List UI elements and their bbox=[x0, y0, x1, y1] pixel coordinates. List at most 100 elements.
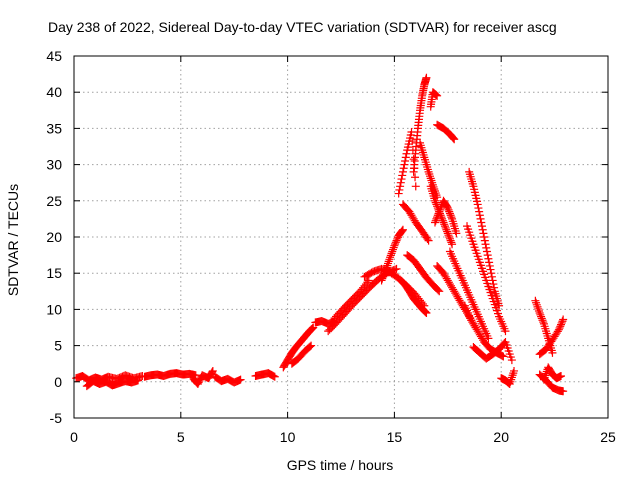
data-point bbox=[427, 176, 436, 185]
data-point bbox=[208, 366, 217, 375]
data-point bbox=[269, 372, 278, 381]
data-point bbox=[426, 172, 434, 181]
y-tick-label: -5 bbox=[50, 410, 63, 426]
x-tick-label: 15 bbox=[387, 429, 403, 445]
data-point bbox=[397, 175, 406, 184]
data-point bbox=[397, 227, 406, 236]
data-point bbox=[398, 226, 407, 235]
data-point bbox=[533, 302, 542, 311]
data-point bbox=[481, 240, 490, 249]
data-point bbox=[440, 220, 449, 229]
data-series-segment bbox=[430, 196, 461, 238]
data-point bbox=[424, 236, 433, 245]
data-point bbox=[447, 238, 456, 247]
data-point bbox=[426, 174, 435, 183]
data-point bbox=[363, 278, 372, 287]
data-series-segment bbox=[539, 363, 566, 384]
data-point bbox=[558, 317, 567, 326]
data-point bbox=[442, 225, 451, 234]
data-point bbox=[400, 160, 409, 169]
data-point bbox=[554, 325, 563, 334]
data-point bbox=[435, 205, 444, 214]
data-point bbox=[398, 167, 407, 176]
data-point bbox=[535, 309, 544, 318]
data-point bbox=[559, 315, 568, 324]
data-point bbox=[306, 342, 315, 351]
x-axis-title: GPS time / hours bbox=[287, 457, 394, 473]
data-point bbox=[555, 323, 564, 332]
data-point bbox=[532, 298, 541, 307]
data-point bbox=[534, 306, 543, 315]
data-series-segment bbox=[535, 315, 568, 359]
data-series-segment bbox=[394, 128, 420, 198]
data-point bbox=[443, 204, 452, 213]
data-point bbox=[445, 233, 454, 241]
data-points bbox=[72, 73, 568, 396]
data-point bbox=[432, 91, 441, 100]
data-series-segment bbox=[497, 366, 519, 388]
data-point bbox=[398, 171, 407, 180]
data-point bbox=[445, 207, 454, 216]
data-point bbox=[482, 243, 491, 252]
data-point bbox=[394, 189, 403, 198]
data-point bbox=[270, 372, 279, 381]
data-point bbox=[450, 135, 459, 144]
data-point bbox=[499, 352, 508, 361]
data-point bbox=[134, 376, 143, 385]
data-point bbox=[447, 213, 456, 222]
data-point bbox=[428, 178, 437, 187]
data-point bbox=[498, 351, 507, 360]
data-point bbox=[411, 173, 420, 182]
data-point bbox=[446, 236, 455, 245]
data-point bbox=[553, 327, 562, 336]
data-point bbox=[379, 271, 388, 280]
y-tick-label: 35 bbox=[46, 120, 62, 136]
data-point bbox=[475, 207, 484, 216]
x-tick-label: 5 bbox=[177, 429, 185, 445]
data-point bbox=[483, 251, 492, 260]
data-point bbox=[431, 90, 440, 99]
data-point bbox=[386, 251, 395, 260]
data-point bbox=[477, 222, 486, 231]
data-point bbox=[487, 269, 496, 278]
data-series-segment bbox=[531, 296, 557, 357]
data-series-segment bbox=[279, 323, 318, 372]
data-point bbox=[501, 327, 510, 336]
data-point bbox=[559, 387, 568, 396]
data-series-segment bbox=[251, 369, 279, 381]
data-point bbox=[396, 178, 405, 187]
data-point bbox=[443, 227, 452, 236]
data-point bbox=[439, 218, 448, 227]
data-point bbox=[401, 153, 410, 162]
data-point bbox=[441, 223, 450, 232]
data-point bbox=[391, 239, 400, 248]
data-point bbox=[435, 207, 444, 216]
data-point bbox=[448, 133, 457, 142]
data-point bbox=[396, 182, 405, 191]
x-tick-label: 10 bbox=[280, 429, 296, 445]
data-point bbox=[392, 264, 401, 273]
data-point bbox=[444, 205, 453, 214]
data-series-segment bbox=[445, 247, 493, 343]
grid-lines bbox=[74, 56, 608, 418]
y-tick-label: 15 bbox=[46, 265, 62, 281]
data-point bbox=[534, 304, 543, 313]
data-point bbox=[388, 247, 397, 256]
data-series-segment bbox=[189, 366, 217, 388]
data-point bbox=[408, 137, 417, 146]
data-point bbox=[377, 276, 386, 285]
data-point bbox=[422, 309, 431, 318]
data-point bbox=[309, 323, 318, 332]
data-point bbox=[391, 238, 400, 247]
data-series-segment bbox=[287, 341, 316, 368]
data-point bbox=[398, 225, 407, 234]
chart-title: Day 238 of 2022, Sidereal Day-to-day VTE… bbox=[48, 19, 557, 35]
data-series-segment bbox=[416, 138, 442, 202]
data-point bbox=[548, 348, 557, 357]
y-tick-label: 0 bbox=[54, 374, 62, 390]
data-series-segment bbox=[469, 337, 516, 365]
data-series-segment bbox=[396, 276, 431, 318]
data-point bbox=[476, 214, 485, 223]
data-point bbox=[434, 209, 443, 218]
